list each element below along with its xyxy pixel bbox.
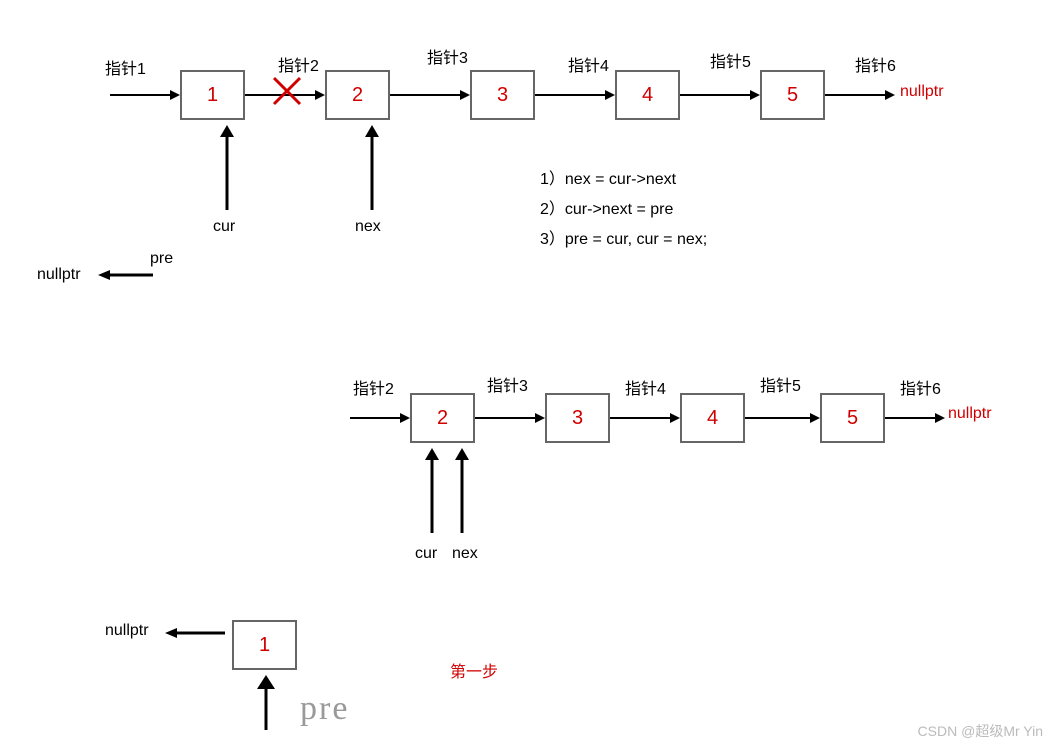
nullptr-label-bottom: nullptr <box>948 405 992 423</box>
code-line-1: 1）nex = cur->next <box>540 165 676 189</box>
code-line-2: 2）cur->next = pre <box>540 195 673 219</box>
cross-icon <box>272 76 302 106</box>
watermark: CSDN @超级Mr Yin <box>918 721 1043 741</box>
node-value: 5 <box>847 407 858 430</box>
node-value: 5 <box>787 84 798 107</box>
pointer-label-5: 指针5 <box>710 48 751 72</box>
node-box-b5: 5 <box>820 393 885 443</box>
pointer-label-b6: 指针6 <box>900 375 941 399</box>
pointer-label-2: 指针2 <box>278 52 319 76</box>
node-box-detached: 1 <box>232 620 297 670</box>
node-box-3: 3 <box>470 70 535 120</box>
nullptr-detached: nullptr <box>105 622 149 640</box>
arrow-2-3 <box>390 90 470 100</box>
node-box-2: 2 <box>325 70 390 120</box>
node-box-b2: 2 <box>410 393 475 443</box>
arrow-pre-up <box>257 675 275 730</box>
node-value: 1 <box>207 84 218 107</box>
arrow-left-detached <box>165 628 225 638</box>
arrow-b-in <box>350 413 410 423</box>
node-box-1: 1 <box>180 70 245 120</box>
arrow-cur-up <box>220 125 234 210</box>
pointer-label-6: 指针6 <box>855 52 896 76</box>
pointer-label-3: 指针3 <box>427 44 468 68</box>
pointer-label-b3: 指针3 <box>487 372 528 396</box>
node-value: 4 <box>642 84 653 107</box>
arrow-b-5-null <box>885 413 945 423</box>
pointer-label-4: 指针4 <box>568 52 609 76</box>
node-box-4: 4 <box>615 70 680 120</box>
step-label: 第一步 <box>450 658 498 682</box>
arrow-left-pre <box>98 270 153 280</box>
arrow-b-4-5 <box>745 413 820 423</box>
node-value: 4 <box>707 407 718 430</box>
pointer-label-b2: 指针2 <box>353 375 394 399</box>
arrow-in-1 <box>110 90 180 100</box>
pointer-label-b4: 指针4 <box>625 375 666 399</box>
node-box-5: 5 <box>760 70 825 120</box>
code-line-3: 3）pre = cur, cur = nex; <box>540 225 707 249</box>
nex-label-top: nex <box>355 218 381 236</box>
nullptr-pre-top: nullptr <box>37 266 81 284</box>
arrow-cur-up-b <box>425 448 439 533</box>
arrow-nex-up <box>365 125 379 210</box>
pre-label-top: pre <box>150 250 173 268</box>
node-box-b4: 4 <box>680 393 745 443</box>
cur-label-bottom: cur <box>415 545 437 563</box>
node-value: 2 <box>352 84 363 107</box>
nullptr-label-top: nullptr <box>900 83 944 101</box>
arrow-3-4 <box>535 90 615 100</box>
nex-label-bottom: nex <box>452 545 478 563</box>
node-value: 3 <box>572 407 583 430</box>
node-value: 1 <box>259 634 270 657</box>
node-value: 2 <box>437 407 448 430</box>
pointer-label-b5: 指针5 <box>760 372 801 396</box>
node-box-b3: 3 <box>545 393 610 443</box>
pre-handwritten: pre <box>300 690 349 728</box>
arrow-b-3-4 <box>610 413 680 423</box>
arrow-nex-up-b <box>455 448 469 533</box>
arrow-b-2-3 <box>475 413 545 423</box>
cur-label-top: cur <box>213 218 235 236</box>
arrow-4-5 <box>680 90 760 100</box>
pointer-label-1: 指针1 <box>105 55 146 79</box>
arrow-5-null <box>825 90 895 100</box>
node-value: 3 <box>497 84 508 107</box>
